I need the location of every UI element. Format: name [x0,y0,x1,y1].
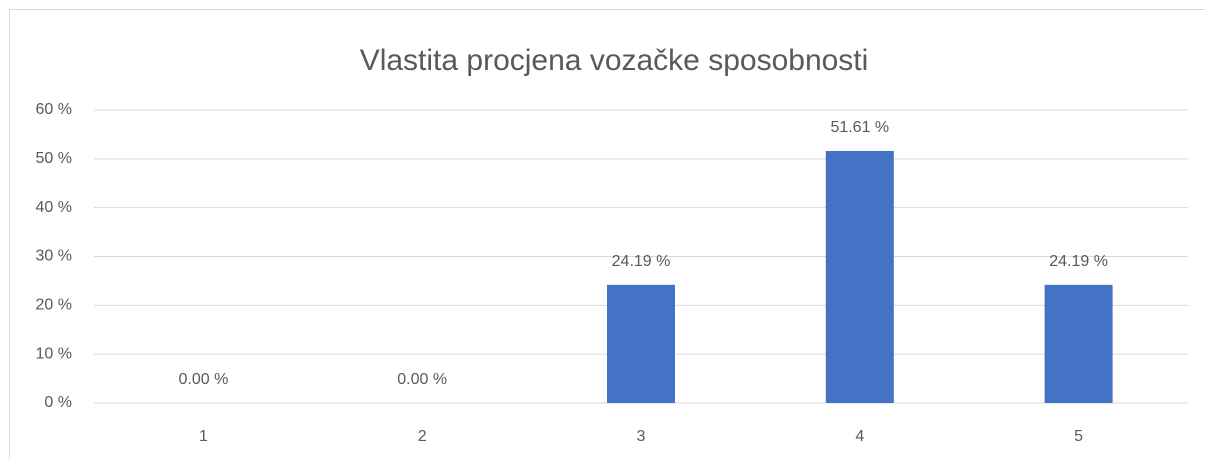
data-label: 51.61 % [830,119,889,136]
x-tick-label: 3 [637,428,646,445]
data-label: 0.00 % [397,371,447,388]
y-tick-label: 0 % [44,394,72,411]
y-tick-label: 50 % [36,150,72,167]
y-tick-label: 20 % [36,297,72,314]
x-tick-label: 5 [1074,428,1083,445]
x-tick-label: 1 [199,428,208,445]
y-tick-label: 40 % [36,199,72,216]
data-label: 24.19 % [1049,253,1108,270]
x-tick-label: 2 [418,428,427,445]
bar [607,284,675,403]
x-tick-label: 4 [855,428,864,445]
bar [825,150,894,403]
bar [1044,284,1113,403]
y-tick-label: 10 % [36,345,72,362]
chart-title: Vlastita procjena vozačke sposobnosti [360,44,869,77]
y-tick-label: 30 % [36,248,72,265]
data-label: 24.19 % [612,253,671,270]
y-tick-label: 60 % [36,101,72,118]
data-label: 0.00 % [178,371,228,388]
